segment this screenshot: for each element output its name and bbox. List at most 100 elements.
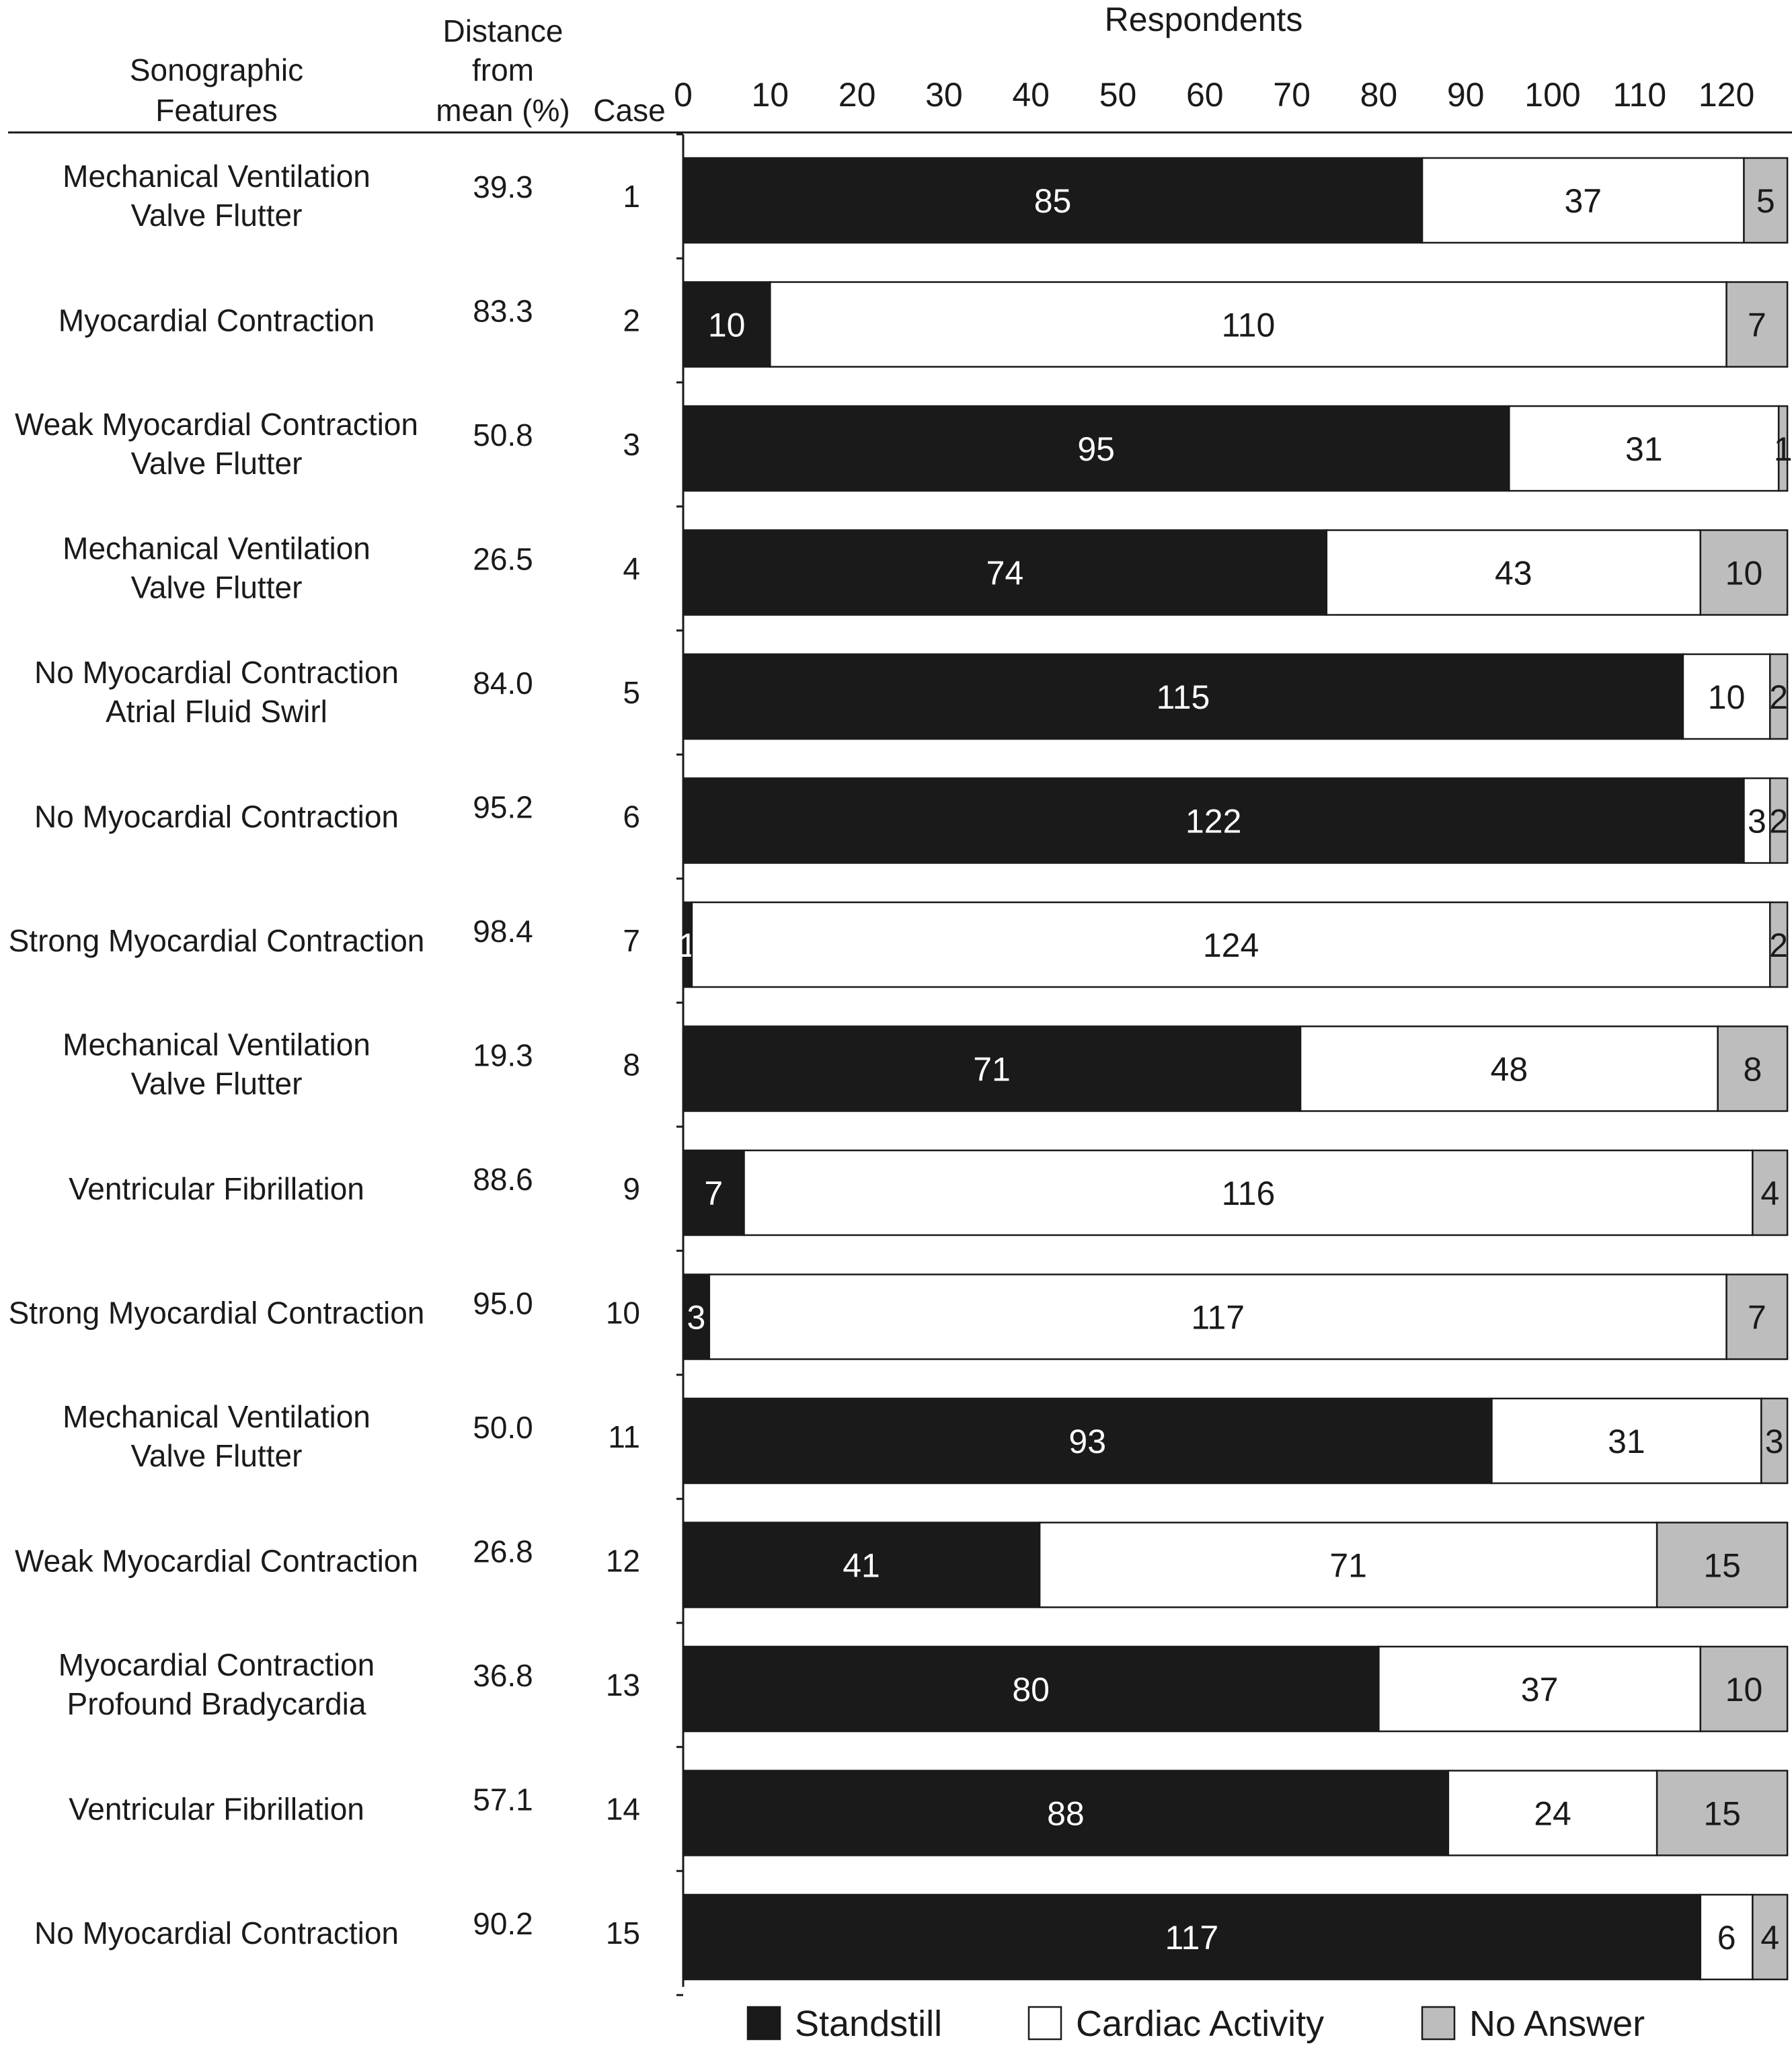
bar-cardiac-activity (1682, 653, 1771, 740)
x-tick-label: 80 (1360, 76, 1398, 114)
feature-label: Myocardial Contraction (59, 1647, 375, 1682)
bar-no-answer (1769, 653, 1789, 740)
data-label: 6 (1717, 1919, 1736, 1957)
case-number: 1 (623, 179, 640, 214)
case-number: 10 (606, 1296, 640, 1331)
data-label: 2 (1769, 927, 1788, 964)
data-label: 71 (973, 1051, 1011, 1089)
data-label: 43 (1495, 555, 1532, 592)
table-row: Mechanical Ventilation Valve Flutter 50.0 1… (63, 1399, 640, 1473)
legend-item: Standstill (746, 2004, 942, 2044)
data-label: 95 (1077, 430, 1115, 468)
data-label: 10 (1725, 1671, 1763, 1708)
bar-no-answer (1725, 281, 1789, 368)
bar-cardiac-activity (1421, 157, 1745, 244)
header-features-line1: Sonographic (130, 52, 303, 87)
bar-standstill (682, 1025, 1302, 1112)
distance-value: 98.4 (473, 914, 533, 949)
feature-label: Mechanical Ventilation (63, 159, 371, 194)
data-label: 88 (1047, 1795, 1085, 1833)
bar-cardiac-activity (1508, 405, 1780, 492)
feature-label: Atrial Fluid Swirl (106, 694, 327, 729)
feature-label: Mechanical Ventilation (63, 531, 371, 566)
table-row: Strong Myocardial Contraction 98.4 7 (9, 914, 640, 958)
x-tick-label: 40 (1012, 76, 1050, 114)
data-label: 93 (1068, 1423, 1106, 1460)
table-row: Mechanical Ventilation Valve Flutter 39.3 1 (63, 159, 640, 233)
bar-no-answer (1655, 1522, 1789, 1608)
data-label: 5 (1756, 182, 1775, 220)
case-number: 13 (606, 1667, 640, 1702)
table-row: Myocardial Contraction 83.3 2 (59, 294, 640, 338)
data-label: 110 (1222, 307, 1276, 344)
x-tick-label: 120 (1699, 76, 1754, 114)
distance-value: 36.8 (473, 1658, 533, 1693)
bar-cardiac-activity (1299, 1025, 1719, 1112)
bar-standstill (682, 1273, 711, 1360)
data-label: 71 (1329, 1547, 1367, 1585)
data-label: 3 (687, 1299, 705, 1337)
bar-standstill (682, 777, 1745, 864)
data-label: 85 (1034, 182, 1072, 220)
case-number: 3 (623, 427, 640, 462)
x-tick-label: 30 (925, 76, 963, 114)
data-label: 124 (1203, 927, 1259, 964)
table-row: No Myocardial Contraction Atrial Fluid Sw… (34, 655, 640, 729)
x-tick-label: 50 (1099, 76, 1137, 114)
bar-no-answer (1777, 405, 1789, 492)
feature-label: Valve Flutter (131, 446, 303, 481)
header-case: Case (593, 93, 665, 128)
bar-standstill (682, 1770, 1450, 1856)
x-tick-label: 90 (1447, 76, 1485, 114)
bar-standstill (682, 529, 1328, 616)
data-label: 1 (1774, 430, 1792, 468)
data-label: 24 (1534, 1795, 1571, 1833)
data-label: 2 (1769, 803, 1788, 840)
feature-label: Strong Myocardial Contraction (9, 923, 425, 958)
feature-label: Valve Flutter (131, 1438, 303, 1473)
bar-standstill (682, 653, 1684, 740)
feature-label: Weak Myocardial Contraction (15, 407, 418, 442)
distance-value: 50.0 (473, 1410, 533, 1445)
data-label: 31 (1625, 430, 1663, 468)
table-rows: Mechanical Ventilation Valve Flutter 39.3 1… (9, 159, 640, 1951)
table-row: Weak Myocardial Contraction Valve Flutter… (15, 407, 640, 481)
bar-no-answer (1769, 777, 1789, 864)
feature-label: Mechanical Ventilation (63, 1027, 371, 1062)
legend-label: Standstill (795, 2004, 942, 2044)
case-number: 12 (606, 1544, 640, 1579)
x-tick-label: 110 (1612, 76, 1666, 114)
feature-label: Profound Bradycardia (67, 1686, 366, 1721)
x-tick-label: 70 (1273, 76, 1311, 114)
data-label: 48 (1491, 1051, 1528, 1089)
distance-value: 39.3 (473, 169, 533, 204)
case-number: 4 (623, 551, 640, 586)
data-label: 10 (708, 307, 746, 344)
header-features-line2: Features (155, 93, 278, 128)
bar-standstill (682, 1149, 745, 1236)
x-tick-label: 10 (751, 76, 789, 114)
bar-no-answer (1655, 1770, 1789, 1856)
case-number: 14 (606, 1792, 640, 1827)
table-row: Ventricular Fibrillation 57.1 14 (69, 1782, 640, 1827)
case-number: 9 (623, 1171, 640, 1206)
data-label: 10 (1725, 555, 1763, 592)
legend-label: No Answer (1469, 2004, 1645, 2044)
bar-standstill (682, 1522, 1041, 1608)
bar-no-answer (1769, 901, 1789, 988)
x-tick-label: 0 (674, 76, 693, 114)
legend: Standstill Cardiac Activity No Answer (746, 2004, 1645, 2044)
feature-label: Weak Myocardial Contraction (15, 1544, 418, 1579)
case-number: 5 (623, 675, 640, 710)
case-number: 6 (623, 799, 640, 834)
legend-label: Cardiac Activity (1076, 2004, 1324, 2044)
data-label: 116 (1222, 1175, 1276, 1212)
data-label: 115 (1157, 678, 1210, 716)
distance-value: 26.5 (473, 542, 533, 577)
case-number: 11 (608, 1419, 640, 1454)
distance-value: 84.0 (473, 666, 533, 701)
data-label: 3 (1765, 1423, 1784, 1460)
feature-label: Ventricular Fibrillation (69, 1792, 364, 1827)
header-distance-line2: from (472, 52, 534, 87)
